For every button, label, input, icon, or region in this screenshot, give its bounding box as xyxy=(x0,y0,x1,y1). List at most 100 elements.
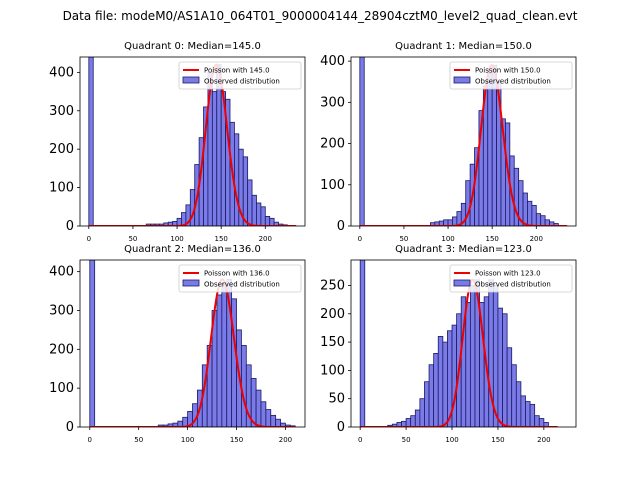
histogram-bar xyxy=(487,73,493,226)
y-tick-label: 300 xyxy=(49,104,74,119)
histogram-bar xyxy=(534,415,540,427)
subplot-quadrant-2: 0 50 100 150 200 0 100 200 300 400 Quadrant 2: Med… xyxy=(49,244,306,444)
axes-frame xyxy=(79,259,306,428)
y-tick-label: 100 xyxy=(320,363,345,378)
legend-box xyxy=(178,61,302,90)
histogram-bar xyxy=(511,364,517,427)
histogram-bar xyxy=(527,200,533,226)
subplot-quadrant-3: 0 50 100 150 200 0 50 100 150 200 250 Quadrant 3: M… xyxy=(320,244,577,444)
poisson-curve xyxy=(360,278,558,427)
y-tick-label: 400 xyxy=(49,265,74,280)
histogram-bar xyxy=(265,409,272,427)
subplot-quadrant-0: 0 50 100 150 200 0 100 200 300 400 Quadrant 0: Med… xyxy=(49,41,306,243)
histogram-bar xyxy=(405,418,412,427)
histogram-bar xyxy=(465,302,471,427)
subplot-title: Quadrant 3: Median=123.0 xyxy=(395,244,532,255)
y-tick-label: 300 xyxy=(320,95,345,110)
y-tick-label: 100 xyxy=(49,181,74,196)
histogram-bar xyxy=(538,418,545,427)
legend-observed-label: Observed distribution xyxy=(204,78,280,86)
x-tick-label: 0 xyxy=(358,436,362,444)
figure-suptitle: Data file: modeM0/AS1A10_064T01_90000041… xyxy=(63,9,578,23)
subplot-title: Quadrant 2: Median=136.0 xyxy=(124,244,261,255)
legend-bar-swatch xyxy=(182,76,200,84)
histogram-bar xyxy=(88,57,94,226)
y-tick-label: 100 xyxy=(320,178,345,193)
legend-observed-label: Observed distribution xyxy=(475,281,551,289)
histogram-bar xyxy=(428,364,435,427)
legend-observed-label: Observed distribution xyxy=(204,281,280,289)
y-tick-label: 200 xyxy=(49,142,74,157)
legend-poisson-label: Poisson with 145.0 xyxy=(204,67,270,75)
x-tick-label: 50 xyxy=(402,436,411,444)
histogram-bar xyxy=(502,313,508,427)
legend-bar-swatch xyxy=(182,279,200,287)
y-tick-label: 300 xyxy=(49,303,74,318)
histogram-bar xyxy=(419,398,425,427)
x-tick-label: 150 xyxy=(485,235,498,243)
plot-area xyxy=(359,260,558,427)
histogram-bar xyxy=(540,215,546,226)
x-tick-label: 100 xyxy=(170,235,183,243)
legend: Poisson with 136.0 Observed distribution xyxy=(178,264,302,293)
x-tick-label: 200 xyxy=(259,235,272,243)
histogram-bar xyxy=(260,401,267,427)
legend-box xyxy=(178,264,302,293)
histogram-bar xyxy=(359,57,365,226)
histogram-bar xyxy=(216,294,223,427)
histogram-bar xyxy=(270,414,277,427)
histogram-bar xyxy=(211,91,218,226)
y-tick-label: 150 xyxy=(320,335,345,350)
legend-box xyxy=(449,61,573,90)
x-tick-label: 50 xyxy=(128,235,137,243)
y-tick-label: 0 xyxy=(66,420,74,435)
x-tick-label: 100 xyxy=(441,235,454,243)
axes-frame xyxy=(350,56,577,227)
axes-frame xyxy=(350,259,577,428)
x-tick-label: 150 xyxy=(214,235,227,243)
histogram-bar xyxy=(529,403,536,427)
histogram-bar xyxy=(231,298,237,427)
plot-area xyxy=(89,260,296,427)
histogram-bar xyxy=(497,307,503,427)
x-tick-label: 50 xyxy=(134,436,143,444)
x-tick-label: 200 xyxy=(537,436,550,444)
histogram-bar xyxy=(242,156,249,226)
y-tick-label: 200 xyxy=(320,307,345,322)
histogram-bar xyxy=(275,418,281,427)
histogram-bar xyxy=(89,260,96,427)
histogram-bar xyxy=(255,389,262,427)
histogram-bar xyxy=(359,260,366,427)
legend: Poisson with 145.0 Observed distribution xyxy=(178,61,302,90)
x-tick-label: 200 xyxy=(530,235,543,243)
histogram-bar xyxy=(543,422,549,427)
histogram-bar xyxy=(269,217,275,226)
histogram-bar xyxy=(414,409,421,427)
histogram-bar xyxy=(251,194,257,226)
y-tick-label: 0 xyxy=(337,420,345,435)
legend: Poisson with 150.0 Observed distribution xyxy=(449,61,573,90)
histogram-bar xyxy=(264,215,271,226)
histogram-bar xyxy=(247,179,253,226)
y-tick-label: 400 xyxy=(320,54,345,69)
y-tick-label: 200 xyxy=(320,137,345,152)
y-tick-label: 250 xyxy=(320,278,345,293)
histogram-bar xyxy=(221,282,228,427)
y-tick-label: 400 xyxy=(49,65,74,80)
x-tick-label: 50 xyxy=(399,235,408,243)
histogram-bar xyxy=(433,353,439,427)
legend-poisson-label: Poisson with 150.0 xyxy=(475,67,541,75)
x-tick-label: 0 xyxy=(358,235,362,243)
legend: Poisson with 123.0 Observed distribution xyxy=(449,264,573,293)
poisson-curve xyxy=(89,278,296,427)
histogram-bar xyxy=(506,347,513,427)
legend-box xyxy=(449,264,573,293)
x-tick-label: 100 xyxy=(445,436,458,444)
legend-bar-swatch xyxy=(453,76,471,84)
subplot-quadrant-1: 0 50 100 150 200 0 100 200 300 400 Quadrant 1: Med… xyxy=(320,41,577,243)
y-tick-label: 0 xyxy=(66,219,74,234)
histogram-bar xyxy=(522,192,528,226)
y-tick-label: 50 xyxy=(328,392,345,407)
